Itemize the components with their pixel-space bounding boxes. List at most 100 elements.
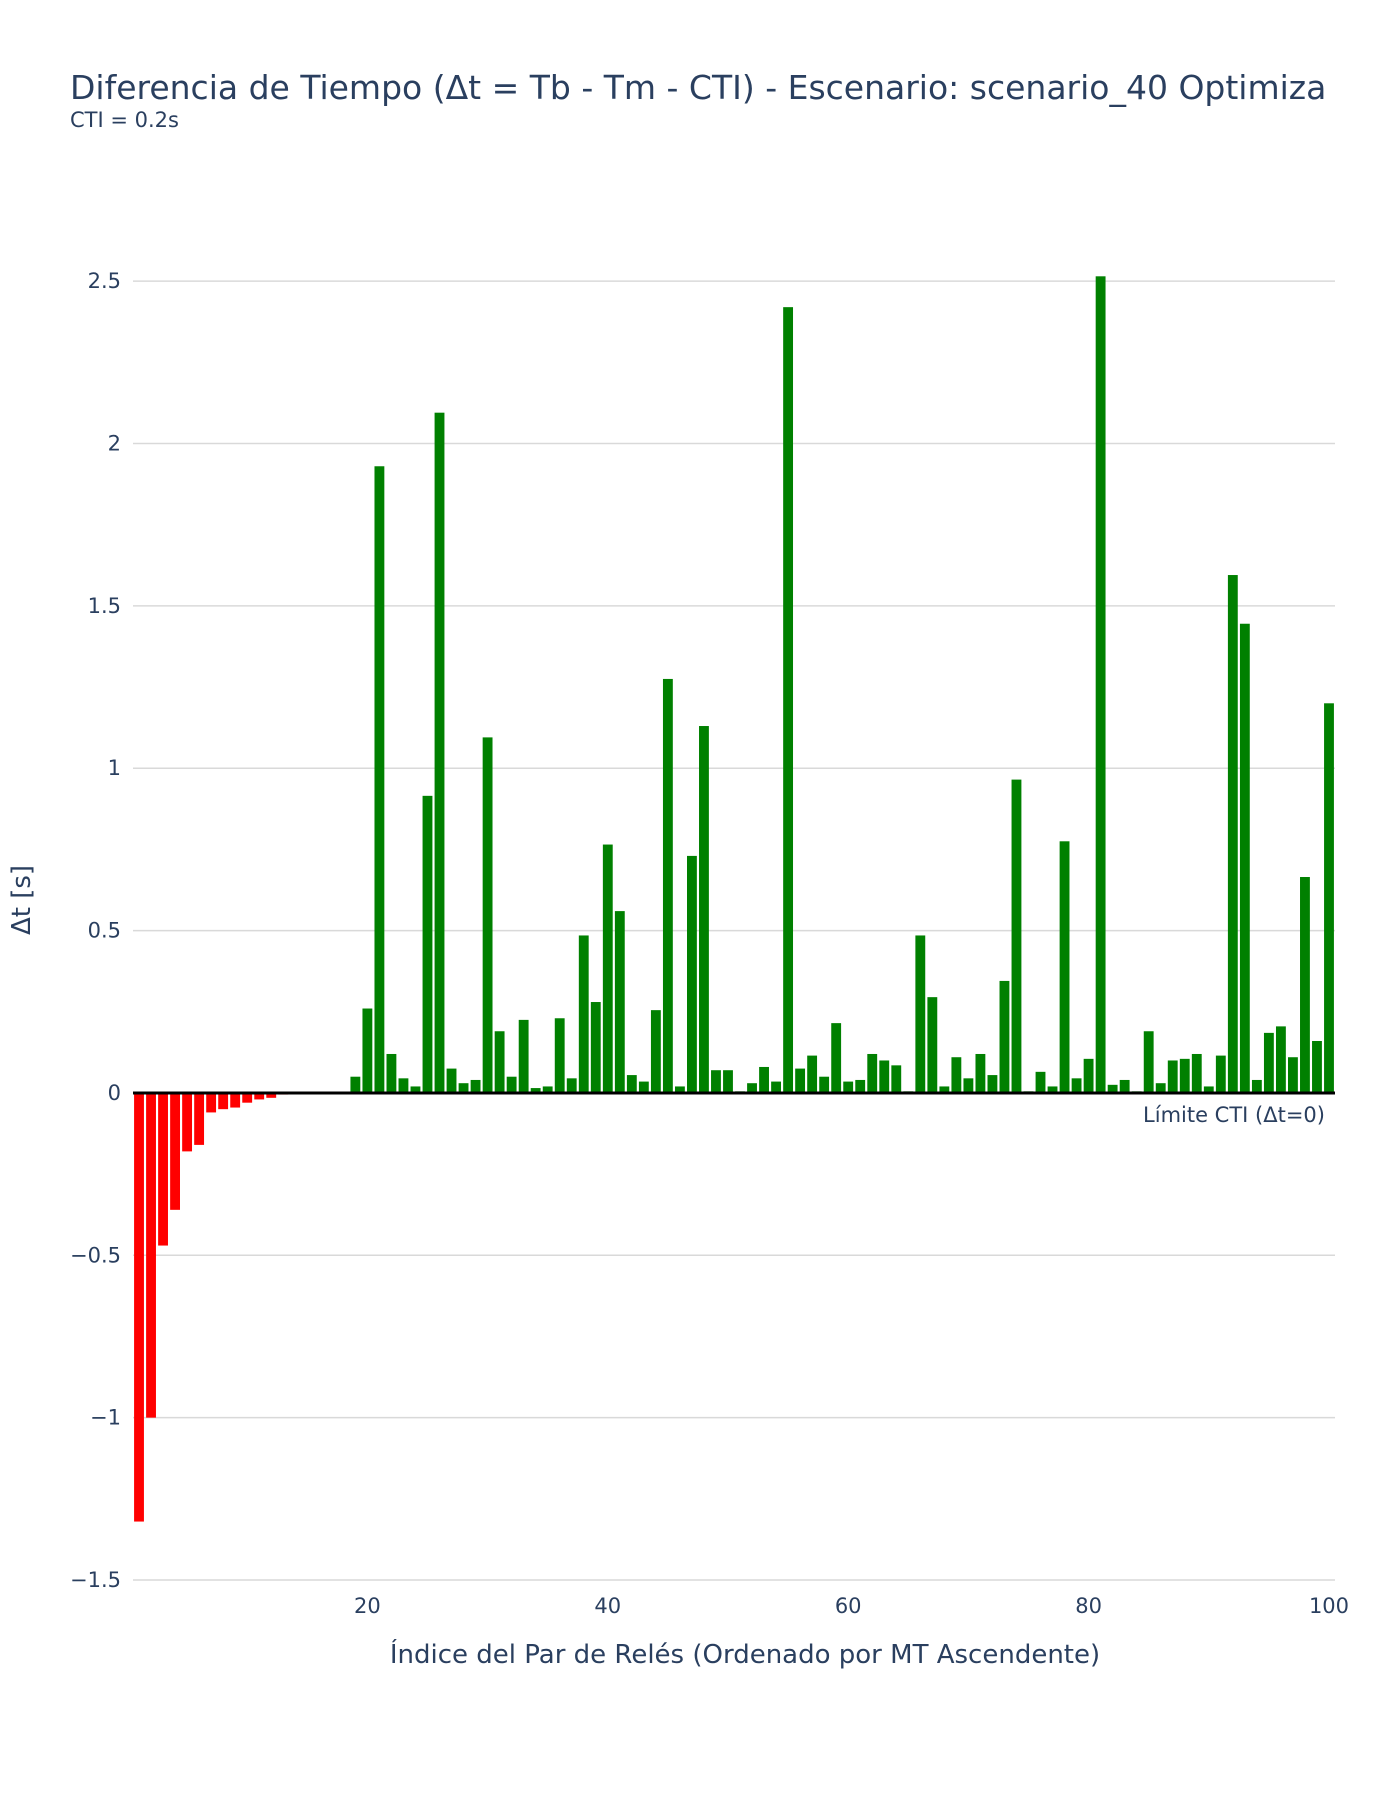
bar-12 xyxy=(266,1092,277,1098)
bar-69 xyxy=(951,1057,962,1093)
x-axis-label: Índice del Par de Relés (Ordenado por MT… xyxy=(389,1640,1101,1670)
bar-1 xyxy=(134,1092,144,1522)
bar-82 xyxy=(1107,1084,1118,1093)
bar-10 xyxy=(242,1092,253,1103)
bar-89 xyxy=(1191,1053,1202,1093)
bar-21 xyxy=(374,466,385,1093)
bar-39 xyxy=(590,1002,601,1093)
y-tick-label: −1 xyxy=(90,1406,121,1430)
bar-58 xyxy=(819,1076,830,1093)
bar-2 xyxy=(146,1092,156,1418)
bars xyxy=(134,276,1334,1522)
bar-91 xyxy=(1215,1055,1226,1093)
bar-98 xyxy=(1300,877,1310,1093)
bar-66 xyxy=(915,935,926,1093)
bar-33 xyxy=(518,1019,529,1093)
bar-76 xyxy=(1035,1071,1046,1093)
y-tick-label: −0.5 xyxy=(70,1243,121,1267)
bar-60 xyxy=(843,1081,854,1093)
bar-74 xyxy=(1011,779,1022,1093)
bar-42 xyxy=(626,1075,637,1093)
bar-95 xyxy=(1263,1032,1274,1093)
bar-26 xyxy=(434,412,445,1093)
bar-32 xyxy=(506,1076,517,1093)
bar-8 xyxy=(218,1092,229,1110)
bar-38 xyxy=(578,935,589,1093)
bar-86 xyxy=(1155,1083,1166,1093)
bar-4 xyxy=(170,1092,180,1210)
bar-100 xyxy=(1324,703,1334,1093)
cti-limit-label: Límite CTI (Δt=0) xyxy=(1143,1103,1325,1127)
bar-34 xyxy=(530,1088,541,1093)
bar-45 xyxy=(662,678,673,1093)
bar-49 xyxy=(711,1070,721,1093)
bar-44 xyxy=(650,1010,661,1093)
bar-77 xyxy=(1047,1086,1058,1093)
tick-labels: −1.5 −1 −0.5 0 0.5 1 1.5 2 2.5 20 40 60 80 100 xyxy=(70,269,1349,1618)
zero-line-group: Límite CTI (Δt=0) xyxy=(133,1091,1335,1127)
x-tick-label: 20 xyxy=(354,1594,381,1618)
bar-48 xyxy=(699,726,709,1093)
y-tick-label: 0.5 xyxy=(88,919,121,943)
bar-55 xyxy=(783,307,794,1093)
bar-20 xyxy=(362,1008,373,1093)
bar-36 xyxy=(554,1018,565,1093)
bar-9 xyxy=(230,1092,241,1108)
bar-90 xyxy=(1203,1086,1214,1093)
bar-70 xyxy=(963,1078,974,1093)
bar-47 xyxy=(687,855,697,1093)
y-tick-label: 2.5 xyxy=(88,269,121,293)
bar-19 xyxy=(350,1076,361,1093)
bar-78 xyxy=(1059,841,1070,1093)
bar-31 xyxy=(494,1031,505,1093)
y-tick-label: 0 xyxy=(108,1081,121,1105)
bar-67 xyxy=(927,997,938,1093)
bar-85 xyxy=(1143,1031,1154,1093)
bar-25 xyxy=(422,795,433,1093)
bar-80 xyxy=(1083,1058,1094,1093)
bar-56 xyxy=(795,1068,806,1093)
bar-5 xyxy=(182,1092,193,1152)
bar-83 xyxy=(1119,1079,1130,1093)
bar-27 xyxy=(446,1068,457,1093)
bar-81 xyxy=(1095,276,1106,1093)
bar-72 xyxy=(987,1075,998,1093)
bar-37 xyxy=(566,1078,577,1093)
bar-43 xyxy=(638,1081,649,1093)
bar-30 xyxy=(482,737,493,1093)
y-tick-label: 1.5 xyxy=(88,594,121,618)
bar-7 xyxy=(206,1092,217,1113)
y-tick-label: 2 xyxy=(108,432,121,456)
chart-subtitle: CTI = 0.2s xyxy=(70,108,179,132)
bar-71 xyxy=(975,1053,986,1093)
bar-93 xyxy=(1239,623,1250,1093)
bar-50 xyxy=(723,1070,733,1093)
x-tick-label: 100 xyxy=(1309,1594,1349,1618)
bar-22 xyxy=(386,1053,397,1093)
y-tick-label: 1 xyxy=(108,756,121,780)
bar-52 xyxy=(747,1083,757,1093)
bar-24 xyxy=(410,1086,421,1093)
bar-88 xyxy=(1179,1058,1190,1093)
bar-41 xyxy=(614,911,625,1093)
bar-94 xyxy=(1251,1079,1262,1093)
x-tick-label: 40 xyxy=(594,1594,621,1618)
bar-53 xyxy=(759,1066,769,1093)
bar-96 xyxy=(1275,1026,1286,1093)
bar-61 xyxy=(855,1079,866,1093)
bar-87 xyxy=(1167,1060,1178,1093)
x-tick-label: 60 xyxy=(835,1594,862,1618)
bar-97 xyxy=(1288,1057,1298,1093)
bar-57 xyxy=(807,1055,818,1093)
bar-54 xyxy=(771,1081,781,1093)
grid-lines xyxy=(133,280,1335,1581)
bar-23 xyxy=(398,1078,409,1093)
bar-64 xyxy=(891,1065,902,1093)
chart-title: Diferencia de Tiempo (Δt = Tb - Tm - CTI… xyxy=(70,68,1327,107)
x-tick-label: 80 xyxy=(1075,1594,1102,1618)
bar-73 xyxy=(999,980,1010,1093)
bar-11 xyxy=(254,1092,265,1100)
bar-6 xyxy=(194,1092,205,1145)
bar-3 xyxy=(158,1092,168,1246)
bar-92 xyxy=(1227,575,1238,1093)
